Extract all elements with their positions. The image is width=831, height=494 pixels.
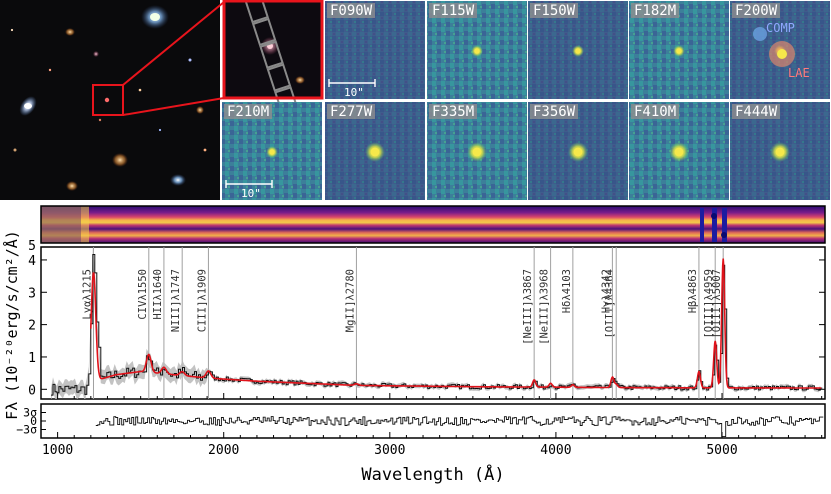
background-galaxies	[10, 5, 207, 191]
spectrum-1d-panel: Lyαλ1215 CIVλ1550 HIIλ1640 NIII]λ1747 CIII]λ…	[28, 239, 826, 400]
spectrum-2d-panel	[40, 205, 826, 244]
line-marker: [NeIII]λ3968	[539, 247, 552, 399]
filter-label: F115W	[432, 3, 475, 19]
x-tick-label: 1000	[42, 443, 73, 458]
scale-bar-label: 10"	[241, 187, 261, 200]
line-marker: [NeIII]λ3867	[522, 247, 535, 399]
line-label: CIII]λ1909	[196, 269, 208, 332]
filter-label: F200W	[735, 3, 778, 19]
residual-tick-label: 3σ	[23, 406, 37, 420]
filter-stamp-f335m: F335M	[427, 102, 527, 200]
y-tick-label: 4	[28, 254, 36, 269]
scale-bar: 10"	[225, 180, 273, 200]
filter-label: F410M	[634, 104, 676, 120]
scale-bar: 10"	[328, 79, 376, 99]
filter-label: F182M	[634, 3, 676, 19]
y-axis-label: Fλ (10⁻²⁰erg/s/cm²/Å)	[2, 230, 21, 420]
x-axis-ticks: 1000 2000 3000 4000 5000	[42, 393, 823, 458]
filter-label: F150W	[533, 3, 576, 19]
residual-trace	[95, 416, 824, 438]
zoom-connector-bottom	[122, 97, 225, 116]
line-label: Hδλ4103	[561, 269, 573, 313]
target-highlight-box	[92, 84, 124, 116]
line-marker: Lyαλ1215	[82, 247, 94, 399]
x-tick-label: 5000	[706, 443, 737, 458]
f200w-annotations: COMP LAE	[753, 21, 810, 80]
observed-spectrum	[51, 254, 823, 396]
line-label: Hβλ4863	[687, 269, 699, 313]
filter-label: F090W	[330, 3, 373, 19]
comp-label: COMP	[766, 21, 795, 35]
line-label: [OIII]λ5007	[711, 269, 723, 339]
y-tick-label: 3	[28, 286, 36, 301]
filter-stamp-f277w: F277W	[325, 102, 425, 200]
zoom-cutout	[222, 0, 324, 115]
line-label: [NeIII]λ3867	[522, 269, 534, 345]
line-label: MgII]λ2780	[344, 269, 356, 332]
y-axis-ticks: 0 1 2 3 45	[28, 239, 825, 398]
line-marker: Hγλ4342	[600, 247, 613, 399]
filter-stamp-f356w: F356W	[528, 102, 628, 200]
scale-bar-label: 10"	[344, 86, 364, 99]
filter-label: F277W	[330, 104, 373, 120]
zoom-connector-top	[122, 1, 225, 86]
filter-label: F444W	[735, 104, 778, 120]
x-tick-label: 3000	[374, 443, 405, 458]
line-marker: [OIII]λ4959	[703, 247, 716, 399]
line-label: [OIII]λ4959	[703, 269, 715, 339]
x-tick-label: 4000	[540, 443, 571, 458]
line-label: NIII]λ1747	[170, 269, 182, 332]
y-tick-label: 0	[28, 383, 36, 398]
line-label: CIVλ1550	[137, 269, 149, 320]
y-tick-label: 2	[28, 319, 36, 334]
line-marker: Hδλ4103	[561, 247, 574, 399]
filter-label: F335M	[432, 104, 474, 120]
y-tick-label: 1	[28, 351, 36, 366]
line-label: HIIλ1640	[152, 269, 164, 320]
filter-label: F356W	[533, 104, 576, 120]
target-source	[104, 97, 110, 103]
x-tick-label: 2000	[208, 443, 239, 458]
line-marker: MgII]λ2780	[344, 247, 357, 399]
filter-stamp-f182m: F182M	[629, 1, 729, 99]
line-label: [OIII]λ4364	[604, 269, 616, 339]
residual-tick-label: 0	[30, 414, 37, 428]
line-label: Hγλ4342	[600, 269, 612, 313]
residual-panel: 3σ0−3σ 1000 2000 3000 4000 5000	[16, 393, 826, 458]
filter-stamp-f115w: F115W	[427, 1, 527, 99]
line-marker: CIVλ1550	[137, 247, 150, 399]
line-label: Lyαλ1215	[82, 269, 94, 320]
filter-stamp-f444w: F444W	[730, 102, 830, 200]
lae-label: LAE	[788, 66, 810, 80]
emission-line-markers: Lyαλ1215 CIVλ1550 HIIλ1640 NIII]λ1747 CIII]λ…	[82, 247, 724, 399]
filter-label: F210M	[227, 104, 269, 120]
filter-stamp-f410m: F410M	[629, 102, 729, 200]
filter-stamps-grid: F090W F115W F150W F182M F200W F210M F277W F335M…	[222, 1, 830, 200]
line-label: [NeIII]λ3968	[539, 269, 551, 345]
color-composite-image	[0, 0, 225, 200]
line-marker: [OIII]λ4364	[604, 247, 617, 399]
filter-stamp-f150w: F150W	[528, 1, 628, 99]
y-tick-label-top: 5	[28, 239, 36, 254]
model-spectrum	[90, 258, 822, 389]
x-axis-label: Wavelength (Å)	[361, 463, 504, 485]
residual-ticks: 3σ0−3σ	[16, 406, 46, 437]
residual-tick-label: −3σ	[16, 423, 37, 437]
